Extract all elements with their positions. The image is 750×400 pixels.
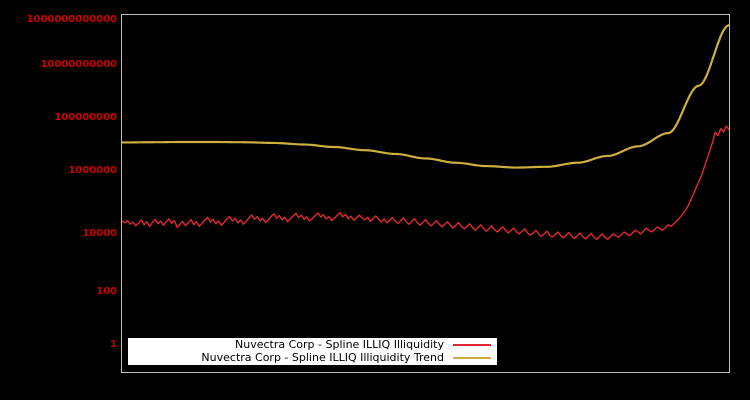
y-tick-1e8: 100000000: [54, 112, 117, 123]
y-tick-1e0: 1: [110, 339, 117, 350]
series-plot: [122, 24, 729, 241]
plot-area: [121, 14, 730, 373]
y-tick-1e2: 100: [96, 286, 117, 297]
legend-swatch-illiquidity-icon: [453, 344, 491, 346]
legend-item-illiquidity-trend[interactable]: Nuvectra Corp - Spline ILLIQ Illiquidity…: [128, 352, 491, 365]
illiquidity-line-path: [122, 125, 729, 241]
legend-label-illiquidity-trend: Nuvectra Corp - Spline ILLIQ Illiquidity…: [201, 351, 444, 364]
chart-legend: Nuvectra Corp - Spline ILLIQ Illiquidity…: [128, 338, 497, 365]
y-axis-tick-labels: 1000000000000 10000000000 100000000 1000…: [0, 0, 117, 400]
y-tick-1e10: 10000000000: [40, 59, 117, 70]
y-tick-1e4: 10000: [82, 228, 117, 239]
legend-swatch-illiquidity-trend-icon: [453, 357, 491, 359]
y-tick-1e6: 1000000: [68, 165, 117, 176]
legend-item-illiquidity[interactable]: Nuvectra Corp - Spline ILLIQ Illiquidity: [128, 339, 491, 352]
legend-label-illiquidity: Nuvectra Corp - Spline ILLIQ Illiquidity: [235, 338, 444, 351]
trend-line-path: [122, 24, 729, 169]
y-tick-1e12: 1000000000000: [26, 14, 117, 25]
